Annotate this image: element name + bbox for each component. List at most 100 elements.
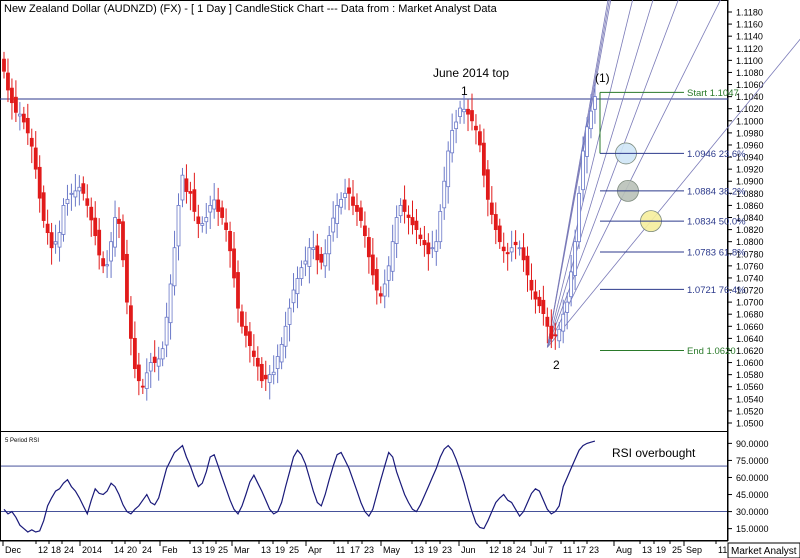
date-tick-label: 19 <box>656 545 666 555</box>
down-candle <box>224 208 228 242</box>
down-candle <box>228 221 232 268</box>
candle-body <box>454 121 459 130</box>
down-candle <box>220 200 225 225</box>
candle-body <box>315 245 320 261</box>
rsi-tick-label: 30.0000 <box>736 507 769 517</box>
down-candle <box>41 185 46 228</box>
up-candle <box>105 250 110 278</box>
candle-body <box>537 296 542 307</box>
rsi-tick-label: 15.0000 <box>736 524 769 534</box>
candle-body <box>450 130 455 154</box>
down-candle <box>402 185 407 224</box>
date-tick-label: Sep <box>686 545 702 555</box>
up-candle <box>335 193 340 239</box>
candle-body <box>283 325 288 347</box>
up-candle <box>271 355 276 385</box>
price-tick-label: 1.1120 <box>736 44 763 54</box>
price-tick-label: 1.0880 <box>736 189 764 199</box>
down-candle <box>470 93 474 131</box>
candle-body <box>220 207 225 218</box>
down-candle <box>489 186 494 225</box>
price-tick-label: 1.0660 <box>736 322 764 332</box>
candle-body <box>430 247 435 250</box>
down-candle <box>315 233 320 275</box>
candle-body <box>509 247 514 253</box>
down-candle <box>152 340 157 373</box>
fib-label: 1.0783 61.8% <box>687 247 746 258</box>
candle-body <box>140 385 145 388</box>
date-tick-label: Dec <box>5 545 22 555</box>
candle-body <box>426 242 431 255</box>
date-tick-label: 17 <box>350 545 360 555</box>
up-candle <box>17 102 22 131</box>
down-candle <box>240 304 244 334</box>
candle-body <box>129 305 133 339</box>
fib-label: 1.0834 50.0% <box>687 217 746 228</box>
candle-body <box>386 265 391 281</box>
price-tick-label: 1.0520 <box>736 406 764 416</box>
candle-body <box>57 232 62 248</box>
up-candle <box>390 224 395 281</box>
up-candle <box>160 341 165 367</box>
candle-body <box>105 264 110 267</box>
candle-body <box>442 180 447 209</box>
up-candle <box>442 166 447 220</box>
up-candle <box>573 229 578 291</box>
candle-body <box>180 174 185 201</box>
candle-body <box>585 126 589 157</box>
price-tick-label: 1.1180 <box>736 8 763 18</box>
down-candle <box>125 239 129 315</box>
chart-title: New Zealand Dollar (AUDNZD) (FX) - [ 1 D… <box>4 3 498 15</box>
date-tick-label: 13 <box>261 545 271 555</box>
fib-label: End 1.0620 <box>687 346 736 357</box>
price-tick-label: 1.1140 <box>736 32 763 42</box>
down-candle <box>129 296 133 356</box>
up-candle <box>331 201 336 242</box>
candle-body <box>327 235 332 255</box>
down-candle <box>81 176 86 201</box>
price-axis: 1.1180 1.1160 1.1140 1.1120 1.1100 1.1080 1.10… <box>728 8 764 429</box>
up-candle <box>212 183 217 219</box>
date-tick-label: May <box>383 545 401 555</box>
rsi-tick-label: 75.0000 <box>736 456 769 466</box>
down-candle <box>255 346 260 381</box>
candle-body <box>355 205 359 212</box>
price-tick-label: 1.1080 <box>736 68 764 78</box>
down-candle <box>466 99 470 132</box>
up-candle <box>291 273 296 313</box>
candle-body <box>152 356 157 363</box>
fib-label: 1.0721 76.4% <box>687 285 746 296</box>
candle-body <box>255 357 260 367</box>
down-candle <box>97 218 102 270</box>
candle-body <box>581 150 585 191</box>
up-candle <box>275 344 280 384</box>
price-tick-label: 1.0740 <box>736 273 764 283</box>
up-candle <box>77 175 82 206</box>
candle-body <box>37 166 42 199</box>
candle-body <box>188 191 193 194</box>
candle-body <box>200 223 205 226</box>
up-candle <box>109 232 113 278</box>
candle-body <box>208 205 213 213</box>
candle-body <box>160 348 165 360</box>
candle-body <box>485 169 490 200</box>
down-candle <box>140 378 145 394</box>
price-tick-label: 1.0500 <box>736 419 764 429</box>
up-candle <box>200 216 205 233</box>
candle-body <box>359 207 363 221</box>
candle-body <box>549 325 554 339</box>
price-tick-label: 1.1160 <box>736 20 763 30</box>
date-tick-label: 14 <box>114 545 124 555</box>
up-candle <box>299 260 304 286</box>
candle-body <box>204 217 209 223</box>
up-candle <box>287 298 292 342</box>
candle-body <box>446 150 451 188</box>
candle-body <box>489 202 494 215</box>
candle-body <box>303 260 308 265</box>
fan-line <box>547 38 800 348</box>
down-candle <box>85 184 90 218</box>
candle-body <box>378 293 383 297</box>
date-tick-label: Jun <box>461 545 476 555</box>
candle-body <box>275 356 280 370</box>
up-candle <box>148 352 153 388</box>
